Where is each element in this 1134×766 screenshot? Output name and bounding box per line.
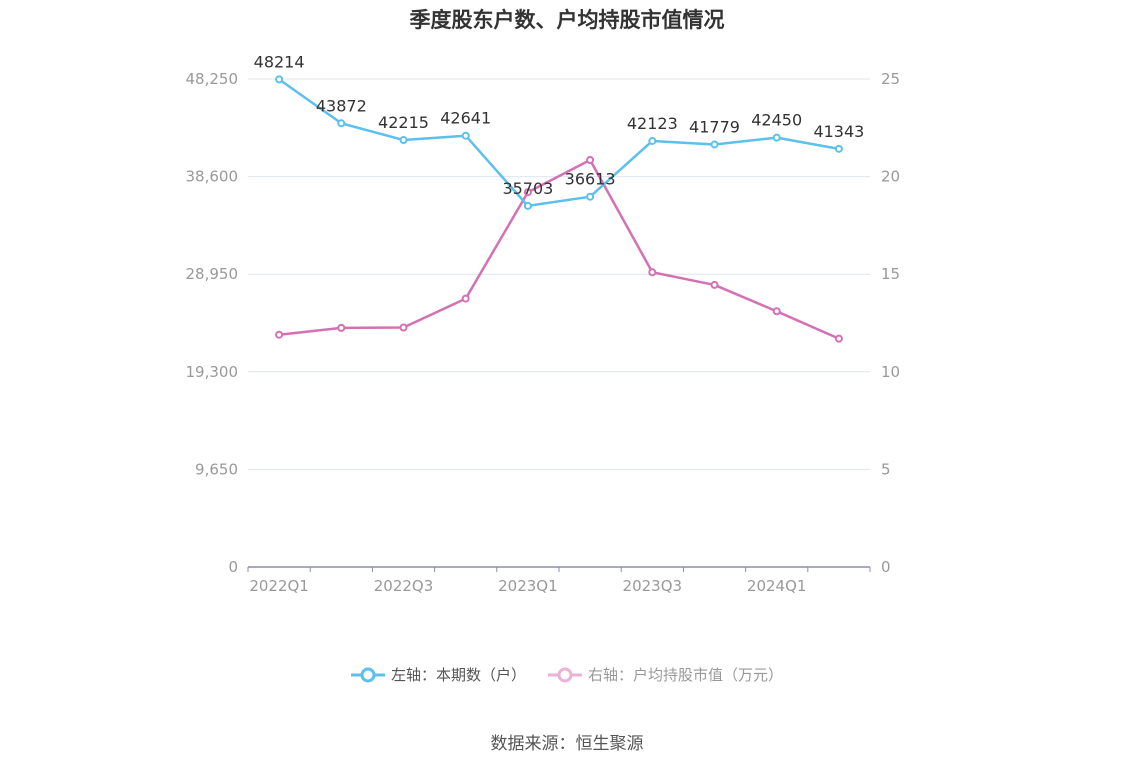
left-axis-tick-label: 38,600 <box>186 168 239 186</box>
legend-item-left-series[interactable]: 左轴：本期数（户） <box>350 664 526 685</box>
data-label: 42641 <box>440 109 491 128</box>
legend-line-pink-icon <box>548 667 582 682</box>
data-point-right <box>834 334 843 343</box>
data-label: 36613 <box>565 170 616 189</box>
data-label: 42215 <box>378 113 429 132</box>
right-axis-tick-label: 0 <box>881 558 891 576</box>
data-point-left <box>399 136 408 145</box>
axis-layer: 0 9,650 19,300 28,950 38,600 48,250 0 5 10 15 20 25… <box>186 70 901 595</box>
data-point-right <box>648 268 657 277</box>
data-point-left <box>275 75 284 84</box>
series-layer <box>275 75 843 343</box>
data-point-right <box>337 323 346 332</box>
left-axis-tick-label: 9,650 <box>195 460 238 478</box>
data-point-left <box>710 140 719 149</box>
legend: 左轴：本期数（户） 右轴：户均持股市值（万元） <box>0 664 1134 685</box>
data-label: 42123 <box>627 114 678 133</box>
data-point-left <box>523 201 532 210</box>
data-point-left <box>586 192 595 201</box>
x-axis-tick-label: 2022Q1 <box>249 577 309 595</box>
left-axis-tick-label: 19,300 <box>186 363 239 381</box>
data-label: 35703 <box>502 179 553 198</box>
x-axis-tick-label: 2023Q1 <box>498 577 558 595</box>
data-label-layer: 48214 43872 42215 42641 35703 36613 42123 41779… <box>254 52 865 198</box>
data-point-left <box>461 131 470 140</box>
left-axis-tick-label: 48,250 <box>186 70 239 88</box>
x-axis-tick-label: 2022Q3 <box>374 577 434 595</box>
right-axis-tick-label: 25 <box>881 70 900 88</box>
data-point-left <box>772 133 781 142</box>
legend-label-left: 左轴：本期数（户） <box>390 666 526 684</box>
data-point-left <box>648 136 657 145</box>
left-axis-tick-label: 0 <box>228 558 238 576</box>
right-axis-tick-label: 15 <box>881 265 900 283</box>
right-axis-tick-label: 5 <box>881 460 891 478</box>
right-axis-tick-label: 20 <box>881 168 900 186</box>
legend-line-blue-icon <box>350 667 385 682</box>
data-label: 42450 <box>751 111 802 130</box>
data-label: 43872 <box>316 96 367 115</box>
right-axis-tick-label: 10 <box>881 363 900 381</box>
data-point-right <box>772 307 781 316</box>
series-line-right <box>278 158 840 340</box>
data-point-right <box>710 280 719 289</box>
legend-item-right-series[interactable]: 右轴：户均持股市值（万元） <box>548 664 783 685</box>
data-label: 41343 <box>813 122 864 141</box>
chart-title: 季度股东户数、户均持股市值情况 <box>409 8 725 32</box>
left-axis-tick-label: 28,950 <box>186 265 239 283</box>
data-point-left <box>834 144 843 153</box>
data-point-left <box>337 119 346 128</box>
data-source: 数据来源：恒生聚源 <box>490 734 644 754</box>
data-point-right <box>461 294 470 303</box>
data-point-right <box>399 323 408 332</box>
x-axis-tick-label: 2024Q1 <box>747 577 807 595</box>
data-label: 48214 <box>254 52 305 71</box>
data-point-right <box>586 156 595 165</box>
data-point-right <box>523 188 532 197</box>
series-line-left <box>278 78 840 208</box>
legend-label-right: 右轴：户均持股市值（万元） <box>588 666 784 684</box>
data-point-right <box>275 330 284 339</box>
data-label: 41779 <box>689 117 740 136</box>
x-axis-tick-label: 2023Q3 <box>623 577 683 595</box>
